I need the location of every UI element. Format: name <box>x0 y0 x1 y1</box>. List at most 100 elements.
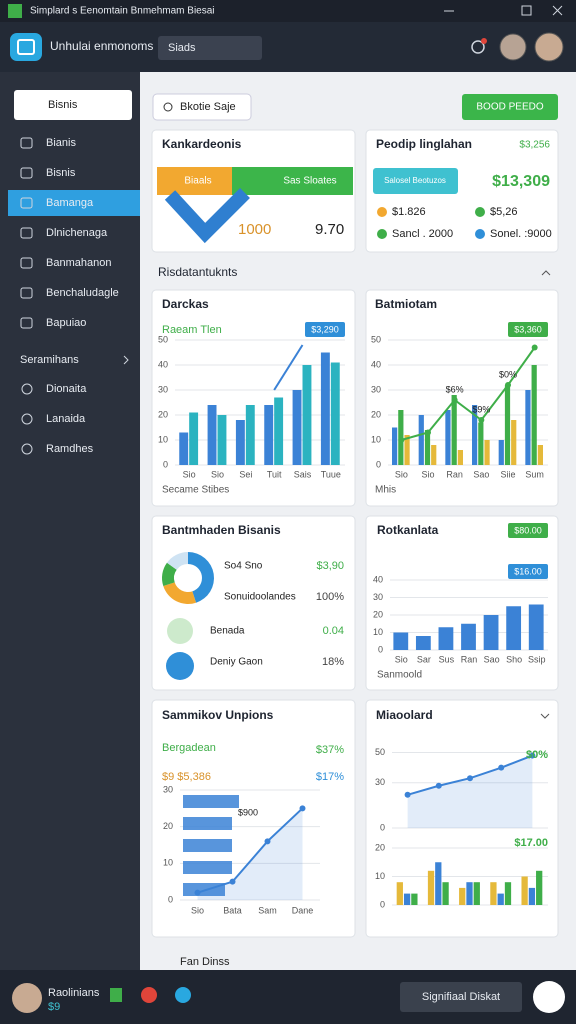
hbar <box>183 817 232 830</box>
nav-item[interactable]: Dlnichenaga <box>46 227 108 239</box>
badge-label: $3,360 <box>514 324 542 334</box>
footer-button-label: Signifiaal Diskat <box>422 991 500 1003</box>
card-title: Miaoolard <box>376 708 433 722</box>
section-title: Risdatantuknts <box>158 265 237 279</box>
teal-button-label: Salosel Beotuzos <box>384 176 446 185</box>
y-tick-label: 20 <box>371 409 381 419</box>
nav-item[interactable]: Dionaita <box>46 383 87 395</box>
nav-item[interactable]: Bianis <box>46 137 76 149</box>
teal-button[interactable] <box>373 168 458 194</box>
collapse-icon[interactable] <box>541 270 551 276</box>
row-value: 100% <box>316 591 344 603</box>
footer-button[interactable] <box>400 982 522 1012</box>
window-controls[interactable] <box>444 5 563 16</box>
badge: $17% <box>316 771 344 783</box>
active-item <box>8 190 140 216</box>
bar <box>528 887 536 905</box>
avatar[interactable] <box>499 33 527 61</box>
row-value: 0.04 <box>323 625 344 637</box>
header <box>0 22 576 72</box>
x-tick-label: Sio <box>395 654 408 664</box>
y-tick-label: 20 <box>375 842 385 852</box>
footer-note: Fan Dinss <box>180 956 230 968</box>
bar <box>418 415 424 465</box>
bar <box>483 615 499 650</box>
card-title: Batmiotam <box>375 297 437 311</box>
hbar <box>183 861 232 874</box>
x-tick-label: Sao <box>484 654 500 664</box>
banner-left <box>157 167 232 195</box>
x-tick-label: Tuue <box>321 469 341 479</box>
nav-item[interactable]: Ramdhes <box>46 443 94 455</box>
item-value: Sancl . 2000 <box>392 228 453 240</box>
chevron[interactable] <box>540 713 550 719</box>
y-tick-label: 30 <box>163 784 173 794</box>
y-tick-label: 50 <box>375 747 385 757</box>
nav-item[interactable]: Bapuiao <box>46 317 86 329</box>
kpi: 9.70 <box>315 221 344 238</box>
y-tick-label: 0 <box>380 899 385 909</box>
card <box>365 699 559 938</box>
notification-icon[interactable] <box>471 40 485 54</box>
hbar <box>183 795 239 808</box>
bar <box>490 882 497 905</box>
line <box>401 346 536 441</box>
x-tick-label: Sio <box>421 469 434 479</box>
nav-item[interactable]: Bamanga <box>46 197 94 209</box>
card-title: Sammikov Unpions <box>162 708 274 722</box>
bar <box>431 445 437 465</box>
bar <box>451 395 457 465</box>
notification-dot <box>481 38 487 44</box>
toolbar-button[interactable] <box>462 94 558 120</box>
sidebar-section[interactable]: Seramihans <box>20 354 79 366</box>
big-kpi: $13,309 <box>492 173 550 190</box>
avatar[interactable] <box>534 32 564 62</box>
decor-check <box>164 188 250 244</box>
sidebar-top-button[interactable] <box>14 90 132 120</box>
toolbar-search[interactable] <box>152 93 252 121</box>
bar <box>525 390 531 465</box>
nav-item[interactable]: Bisnis <box>46 167 76 179</box>
taskbar-icon[interactable] <box>110 988 122 1002</box>
point <box>531 344 538 351</box>
nav-icon <box>20 197 33 209</box>
badge-label: $16.00 <box>514 566 542 576</box>
y-tick-label: 10 <box>158 434 168 444</box>
bar <box>320 352 330 465</box>
y-tick-label: 0 <box>376 459 381 469</box>
taskbar-icon[interactable] <box>175 987 191 1003</box>
chevron <box>123 355 129 365</box>
bar <box>330 362 340 465</box>
x-tick-label: Ran <box>461 654 478 664</box>
x-tick-label: Sio <box>395 469 408 479</box>
hbar <box>183 883 225 896</box>
badge <box>508 564 548 579</box>
sidebar <box>0 72 140 970</box>
nav-item[interactable]: Banmahanon <box>46 257 111 269</box>
y-tick-label: 10 <box>163 858 173 868</box>
search-box[interactable] <box>158 36 262 60</box>
bar <box>435 862 442 905</box>
user-name: Raolinians <box>48 987 100 999</box>
profile-button[interactable] <box>533 981 565 1013</box>
nav-icon <box>20 167 33 179</box>
item-value: $1.826 <box>392 206 426 218</box>
nav-item[interactable]: Lanaida <box>46 413 86 425</box>
bar <box>504 882 512 905</box>
user-avatar[interactable] <box>12 983 42 1013</box>
bar <box>302 365 312 465</box>
taskbar-icon[interactable] <box>141 987 157 1003</box>
y-tick-label: 40 <box>371 359 381 369</box>
point <box>451 397 458 403</box>
nav-item[interactable]: Benchaludagle <box>46 287 119 299</box>
y-tick-label: 10 <box>375 871 385 881</box>
x-tick-label: Sho <box>506 654 522 664</box>
bar <box>461 623 476 650</box>
bar <box>411 893 418 905</box>
bar <box>498 440 504 465</box>
point <box>498 764 505 771</box>
item-dot <box>475 207 485 217</box>
bar <box>528 604 544 650</box>
card-title: Kankardeonis <box>162 137 242 151</box>
